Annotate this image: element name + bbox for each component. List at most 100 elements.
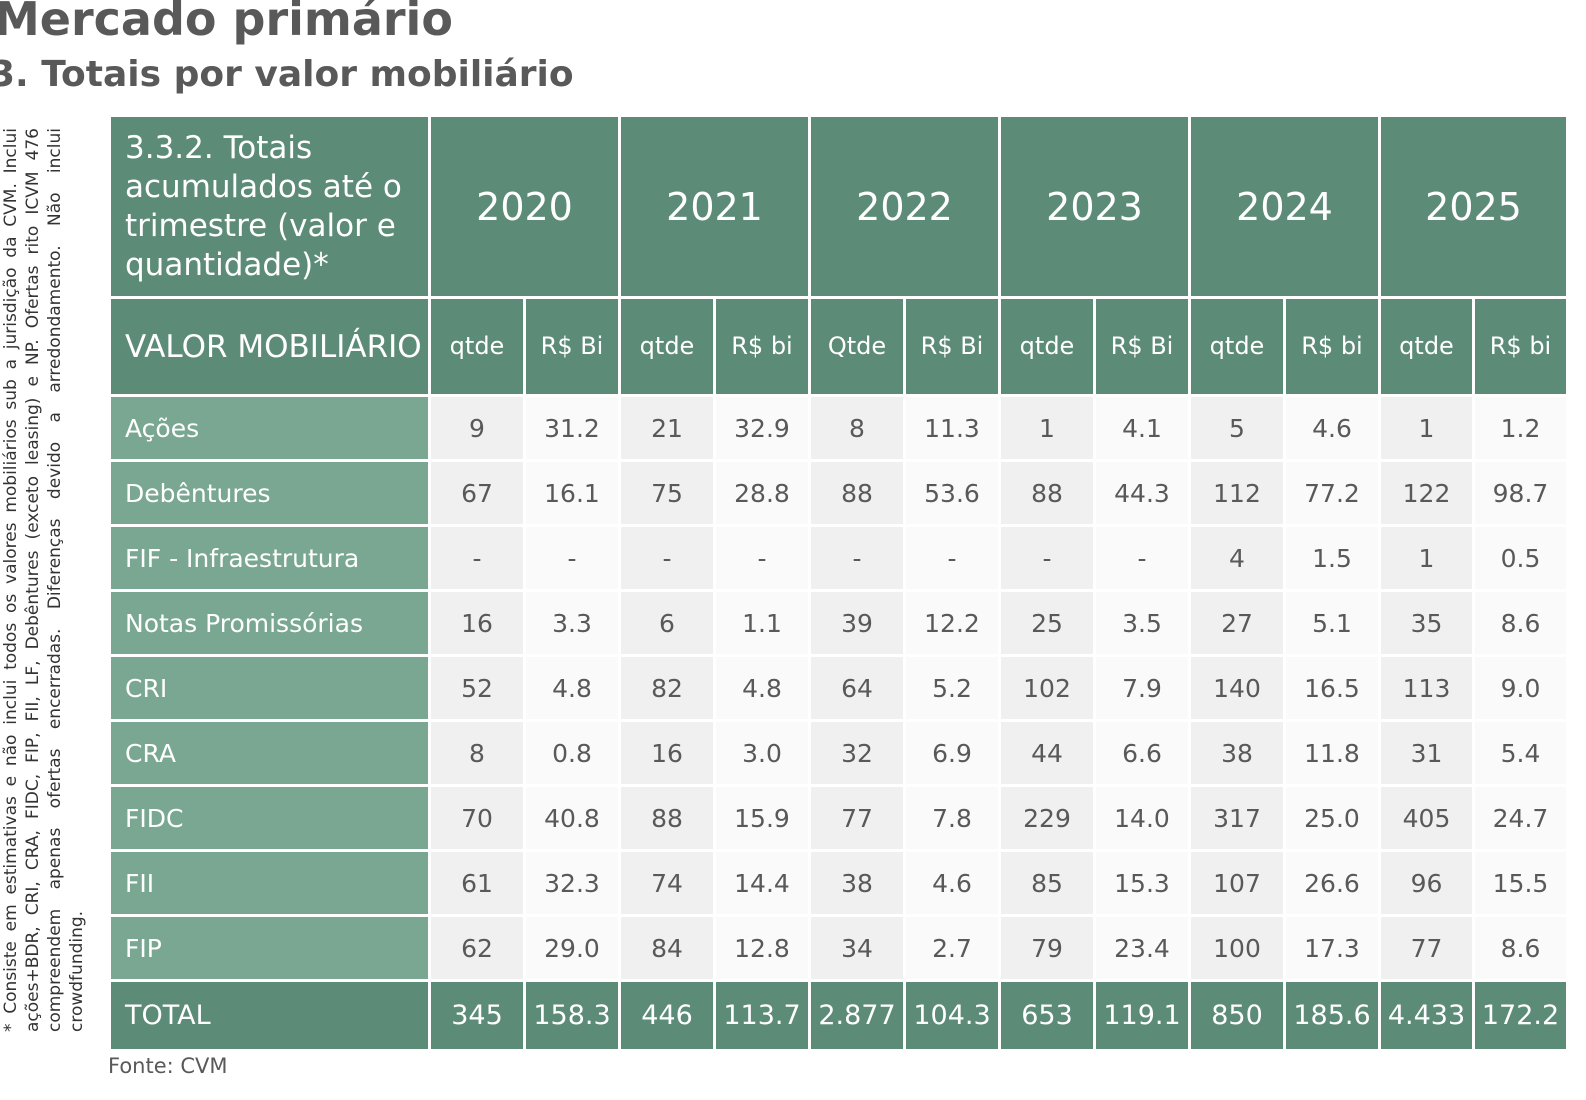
table-cell: 405 <box>1378 784 1475 852</box>
table-cell: 77 <box>1378 914 1475 982</box>
table-cell: 1.2 <box>1472 394 1569 462</box>
table-cell: 44 <box>998 719 1096 787</box>
table-cell: 38 <box>808 849 906 917</box>
table-cell: 317 <box>1188 784 1286 852</box>
total-cell: 4.433 <box>1378 979 1475 1052</box>
table-cell: 16.1 <box>523 459 621 527</box>
table-cell: 8.6 <box>1472 589 1569 657</box>
table-cell: 15.5 <box>1472 849 1569 917</box>
table-cell: 0.5 <box>1472 524 1569 592</box>
table-cell: 62 <box>428 914 526 982</box>
total-cell: 185.6 <box>1283 979 1381 1052</box>
table-cell: - <box>1093 524 1191 592</box>
total-row: TOTAL 345 158.3 446 113.7 2.877 104.3 653 119.1 8… <box>108 979 1569 1052</box>
table-cell: 122 <box>1378 459 1475 527</box>
table-cell: - <box>713 524 811 592</box>
table-cell: 9.0 <box>1472 654 1569 722</box>
page-title: Mercado primário <box>0 0 453 46</box>
table-cell: 1 <box>1378 524 1475 592</box>
subheader-value-2025: R$ bi <box>1472 296 1569 397</box>
table-cell: 3.5 <box>1093 589 1191 657</box>
year-header-row: 3.3.2. Totais acumulados até o trimestre… <box>108 114 1569 299</box>
table-cell: 6.6 <box>1093 719 1191 787</box>
table-cell: 32.9 <box>713 394 811 462</box>
table-cell: 12.2 <box>903 589 1001 657</box>
table-cell: 75 <box>618 459 716 527</box>
subheader-qtde-2021: qtde <box>618 296 716 397</box>
table-cell: 229 <box>998 784 1096 852</box>
table-cell: 16 <box>618 719 716 787</box>
table-cell: 77 <box>808 784 906 852</box>
table-cell: 4.6 <box>903 849 1001 917</box>
table-cell: 26.6 <box>1283 849 1381 917</box>
subheader-qtde-2023: qtde <box>998 296 1096 397</box>
table-cell: - <box>618 524 716 592</box>
table-cell: 96 <box>1378 849 1475 917</box>
total-cell: 172.2 <box>1472 979 1569 1052</box>
total-cell: 2.877 <box>808 979 906 1052</box>
table-cell: 16 <box>428 589 526 657</box>
table-cell: 88 <box>998 459 1096 527</box>
subheader-qtde-2022: Qtde <box>808 296 906 397</box>
row-label: FII <box>108 849 431 917</box>
table-row: FII 61 32.3 74 14.4 38 4.6 85 15.3 107 26.6 96 15.5 <box>108 849 1569 917</box>
table-cell: 4 <box>1188 524 1286 592</box>
table-cell: - <box>808 524 906 592</box>
table-row: Debêntures 67 16.1 75 28.8 88 53.6 88 44.3 112 77.… <box>108 459 1569 527</box>
table-cell: 6.9 <box>903 719 1001 787</box>
total-cell: 113.7 <box>713 979 811 1052</box>
table-cell: 1.1 <box>713 589 811 657</box>
table-cell: 8 <box>428 719 526 787</box>
table-cell: 7.9 <box>1093 654 1191 722</box>
table-row: CRA 8 0.8 16 3.0 32 6.9 44 6.6 38 11.8 31 5.4 <box>108 719 1569 787</box>
table-cell: 35 <box>1378 589 1475 657</box>
table-cell: 53.6 <box>903 459 1001 527</box>
table-cell: 3.0 <box>713 719 811 787</box>
table-cell: 74 <box>618 849 716 917</box>
table-row: FIF - Infraestrutura - - - - - - - -4 1.5 1 0.5 <box>108 524 1569 592</box>
row-label: FIDC <box>108 784 431 852</box>
table-cell: 52 <box>428 654 526 722</box>
total-cell: 345 <box>428 979 526 1052</box>
column-header-row: VALOR MOBILIÁRIO qtde R$ Bi qtde R$ bi Qtde R… <box>108 296 1569 397</box>
table-cell: 4.1 <box>1093 394 1191 462</box>
table-cell: 14.0 <box>1093 784 1191 852</box>
table-cell: 31.2 <box>523 394 621 462</box>
table-row: Ações 9 31.2 21 32.9 8 11.3 1 4.1 5 4.6 1 1.2 <box>108 394 1569 462</box>
table-cell: 3.3 <box>523 589 621 657</box>
table-cell: 38 <box>1188 719 1286 787</box>
table-cell: 32 <box>808 719 906 787</box>
table-cell: 88 <box>808 459 906 527</box>
table-cell: 77.2 <box>1283 459 1381 527</box>
table-cell: - <box>523 524 621 592</box>
total-label: TOTAL <box>108 979 431 1052</box>
table-cell: 25.0 <box>1283 784 1381 852</box>
table-cell: 15.3 <box>1093 849 1191 917</box>
row-label: FIP <box>108 914 431 982</box>
table-cell: 107 <box>1188 849 1286 917</box>
table-cell: 5.2 <box>903 654 1001 722</box>
table-cell: 79 <box>998 914 1096 982</box>
table-cell: - <box>428 524 526 592</box>
table-cell: 6 <box>618 589 716 657</box>
footnote-vertical: * Consiste em estimativas e não inclui t… <box>1 128 87 1032</box>
table-cell: 85 <box>998 849 1096 917</box>
row-label: CRA <box>108 719 431 787</box>
table-cell: 2.7 <box>903 914 1001 982</box>
table-cell: 21 <box>618 394 716 462</box>
year-header-2023: 2023 <box>998 114 1191 299</box>
table-cell: 23.4 <box>1093 914 1191 982</box>
year-header-2022: 2022 <box>808 114 1001 299</box>
total-cell: 119.1 <box>1093 979 1191 1052</box>
table-cell: - <box>998 524 1096 592</box>
table-cell: 34 <box>808 914 906 982</box>
subheader-qtde-2024: qtde <box>1188 296 1286 397</box>
table-cell: 113 <box>1378 654 1475 722</box>
table-cell: 40.8 <box>523 784 621 852</box>
total-cell: 850 <box>1188 979 1286 1052</box>
table-cell: 32.3 <box>523 849 621 917</box>
table-row: FIP 62 29.0 84 12.8 34 2.7 79 23.4 100 17.3 77 8.6 <box>108 914 1569 982</box>
table-cell: 0.8 <box>523 719 621 787</box>
row-label: Ações <box>108 394 431 462</box>
subheader-value-2021: R$ bi <box>713 296 811 397</box>
